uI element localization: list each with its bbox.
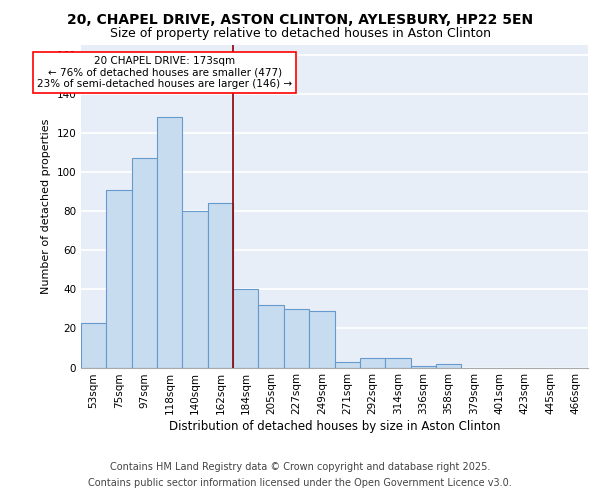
Bar — [157, 118, 182, 368]
Bar — [132, 158, 157, 368]
Bar — [259, 305, 284, 368]
Bar — [436, 364, 461, 368]
Bar — [182, 211, 208, 368]
X-axis label: Distribution of detached houses by size in Aston Clinton: Distribution of detached houses by size … — [169, 420, 500, 433]
Text: 20 CHAPEL DRIVE: 173sqm
← 76% of detached houses are smaller (477)
23% of semi-d: 20 CHAPEL DRIVE: 173sqm ← 76% of detache… — [37, 56, 292, 89]
Bar — [233, 290, 259, 368]
Bar — [81, 322, 106, 368]
Bar — [385, 358, 410, 368]
Bar — [284, 309, 309, 368]
Text: Size of property relative to detached houses in Aston Clinton: Size of property relative to detached ho… — [110, 28, 491, 40]
Bar — [410, 366, 436, 368]
Bar — [309, 311, 335, 368]
Text: Contains HM Land Registry data © Crown copyright and database right 2025.: Contains HM Land Registry data © Crown c… — [110, 462, 490, 472]
Bar — [106, 190, 132, 368]
Bar — [360, 358, 385, 368]
Text: 20, CHAPEL DRIVE, ASTON CLINTON, AYLESBURY, HP22 5EN: 20, CHAPEL DRIVE, ASTON CLINTON, AYLESBU… — [67, 12, 533, 26]
Bar — [335, 362, 360, 368]
Text: Contains public sector information licensed under the Open Government Licence v3: Contains public sector information licen… — [88, 478, 512, 488]
Bar — [208, 204, 233, 368]
Y-axis label: Number of detached properties: Number of detached properties — [41, 118, 51, 294]
